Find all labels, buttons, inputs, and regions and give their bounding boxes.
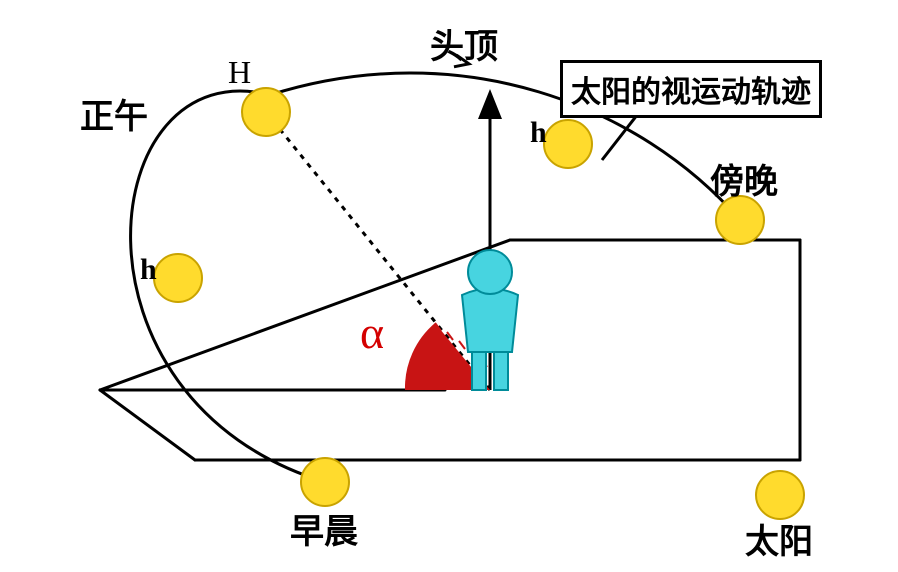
sun-legend-label: 太阳 (745, 525, 813, 559)
evening-label: 傍晚 (710, 165, 778, 199)
h-left-label: h (140, 255, 157, 285)
alpha-label: α (360, 310, 384, 356)
sun-morning (301, 458, 349, 506)
zenith-label: 头顶 (430, 30, 498, 64)
h-right-label: h (530, 118, 547, 148)
arc-caption-text: 太阳的视运动轨迹 (571, 76, 811, 109)
sun-noon-H (242, 88, 290, 136)
H-label: H (228, 56, 251, 88)
noon-label: 正午 (80, 100, 148, 134)
morning-label: 早晨 (290, 515, 358, 549)
sun-h-left (154, 254, 202, 302)
arc-caption-box: 太阳的视运动轨迹 (560, 60, 822, 118)
sun-legend-icon (756, 471, 804, 519)
ground-left-bottom (100, 390, 195, 460)
sun-evening (716, 196, 764, 244)
diagram-stage: 头顶 正午 H h h 傍晚 早晨 太阳 α 太阳的视运动轨迹 (0, 0, 898, 572)
sun-path-arc (131, 73, 740, 482)
sun-h-right (544, 120, 592, 168)
